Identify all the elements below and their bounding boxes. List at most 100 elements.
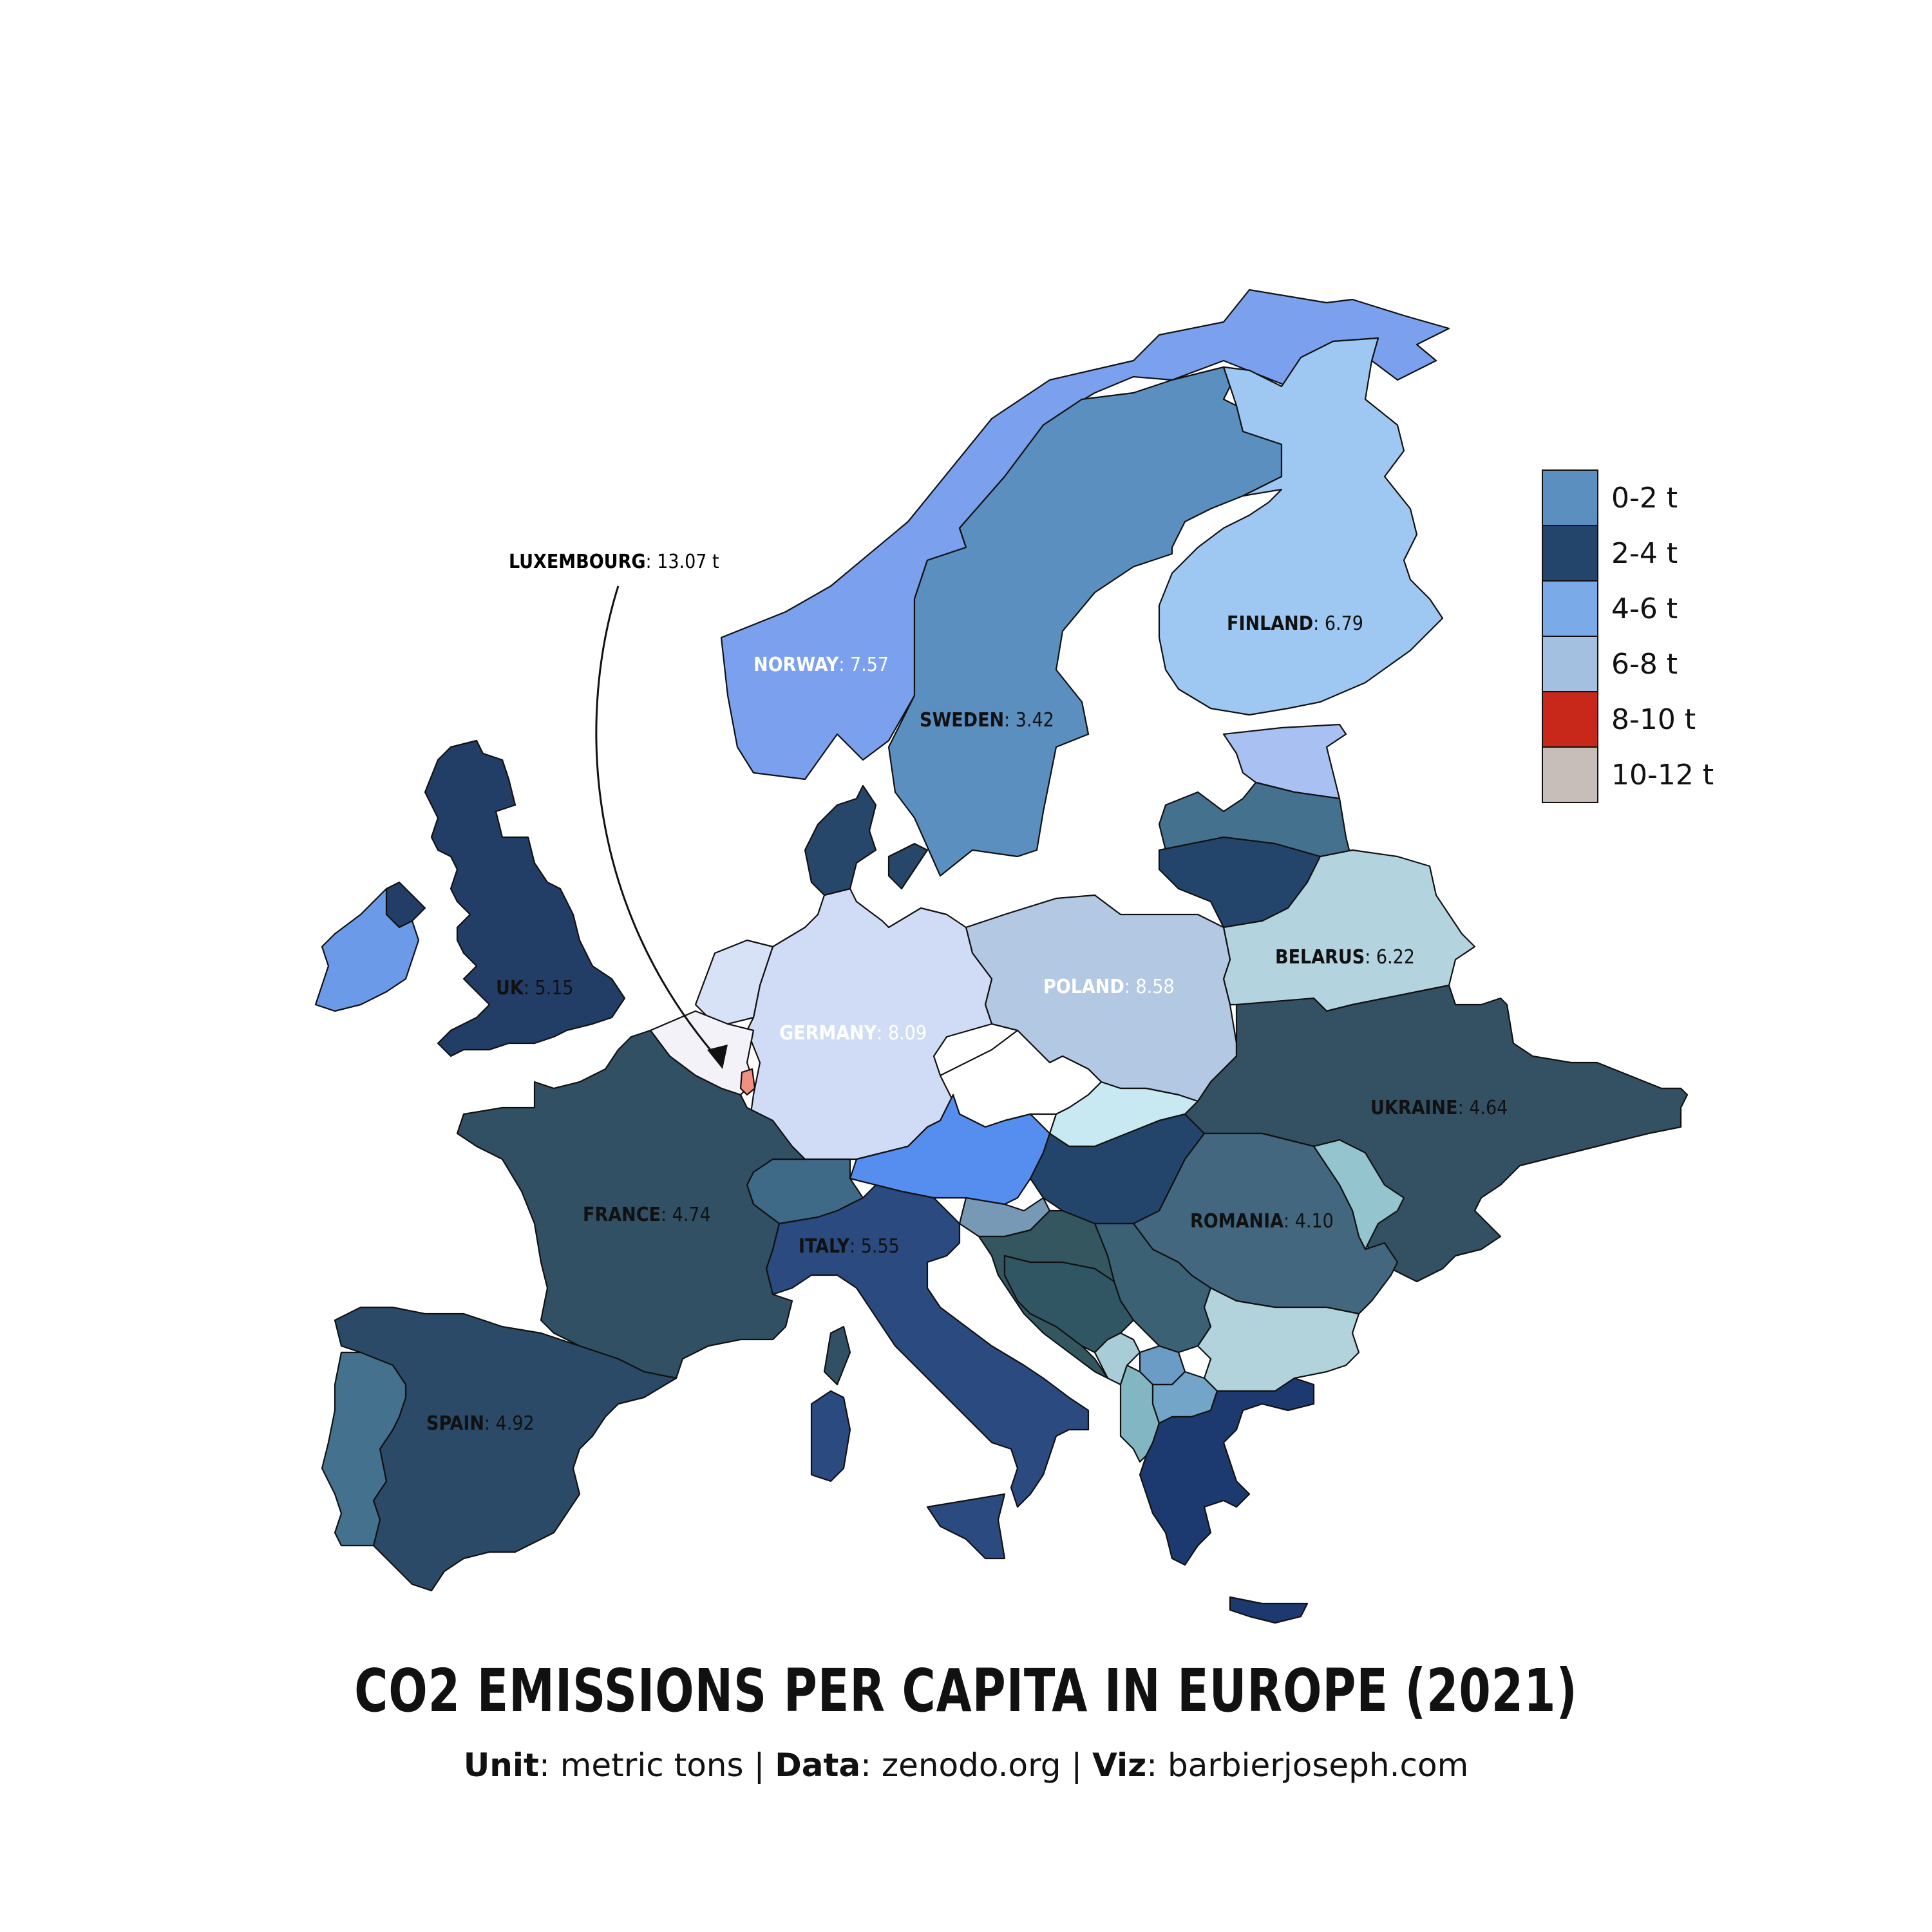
subtitle-viz-value: barbierjoseph.com <box>1167 1747 1469 1784</box>
luxembourg-callout-value: 13.07 t <box>657 551 719 573</box>
country-bulgaria[interactable] <box>1197 1287 1360 1392</box>
label-sweden-name: SWEDEN <box>920 709 1004 732</box>
label-uk-value: 5.15 <box>535 977 574 999</box>
label-poland-name: POLAND <box>1043 976 1124 998</box>
legend: 0-2 t 2-4 t 4-6 t 6-8 t 8-10 t 10-12 t <box>1542 469 1714 803</box>
label-romania: ROMANIA: 4.10 <box>1190 1210 1334 1233</box>
label-norway-name: NORWAY <box>753 654 839 676</box>
subtitle-viz-label: Viz <box>1092 1747 1147 1784</box>
label-ukraine: UKRAINE: 4.64 <box>1370 1097 1508 1119</box>
legend-swatch-0 <box>1542 469 1598 526</box>
label-germany-sep: : <box>876 1022 888 1045</box>
subtitle-separator-1: | <box>753 1747 765 1784</box>
subtitle-colon-3: : <box>1146 1747 1168 1784</box>
luxembourg-callout-label: LUXEMBOURG: 13.07 t <box>509 551 719 573</box>
luxembourg-callout-name: LUXEMBOURG <box>509 551 646 573</box>
subtitle-data-value: zenodo.org <box>881 1747 1061 1784</box>
subtitle-data-label: Data <box>775 1747 861 1784</box>
label-sweden: SWEDEN: 3.42 <box>920 709 1054 732</box>
country-luxembourg[interactable] <box>739 1068 756 1096</box>
country-italy-sicily[interactable] <box>926 1493 1006 1560</box>
label-belarus-name: BELARUS <box>1275 946 1365 969</box>
subtitle-colon-1: : <box>538 1747 560 1784</box>
label-uk: UK: 5.15 <box>496 977 574 999</box>
label-romania-value: 4.10 <box>1295 1210 1334 1233</box>
country-ireland[interactable] <box>314 887 420 1012</box>
label-germany: GERMANY: 8.09 <box>779 1022 927 1045</box>
label-uk-name: UK <box>496 977 524 999</box>
label-poland-value: 8.58 <box>1135 976 1174 998</box>
label-finland-sep: : <box>1313 612 1325 635</box>
legend-label-4: 8-10 t <box>1611 703 1696 736</box>
legend-swatch-3 <box>1542 636 1598 692</box>
legend-label-1: 2-4 t <box>1611 537 1678 570</box>
country-france-corsica[interactable] <box>823 1325 851 1386</box>
label-finland-name: FINLAND <box>1227 612 1313 635</box>
label-spain-value: 4.92 <box>496 1412 535 1435</box>
legend-swatch-5 <box>1542 746 1598 803</box>
country-estonia[interactable] <box>1222 723 1347 800</box>
label-poland-sep: : <box>1124 976 1136 998</box>
label-spain-name: SPAIN <box>426 1412 484 1435</box>
legend-swatch-1 <box>1542 525 1598 582</box>
label-belarus-value: 6.22 <box>1376 946 1415 969</box>
label-romania-sep: : <box>1283 1210 1295 1233</box>
subtitle-unit-value: metric tons <box>560 1747 744 1784</box>
label-sweden-value: 3.42 <box>1016 709 1054 732</box>
legend-swatch-2 <box>1542 580 1598 637</box>
country-uk[interactable] <box>424 739 626 1057</box>
label-sweden-sep: : <box>1004 709 1016 732</box>
country-denmark-zealand[interactable] <box>887 842 929 890</box>
label-belarus: BELARUS: 6.22 <box>1275 946 1415 969</box>
country-portugal[interactable] <box>321 1351 407 1547</box>
label-belarus-sep: : <box>1365 946 1376 969</box>
subtitle-colon-2: : <box>860 1747 882 1784</box>
label-norway: NORWAY: 7.57 <box>753 654 889 676</box>
country-sweden[interactable] <box>887 366 1283 877</box>
luxembourg-callout-arrow <box>595 585 723 1063</box>
label-finland-value: 6.79 <box>1325 612 1363 635</box>
label-france-name: FRANCE <box>583 1204 661 1226</box>
label-romania-name: ROMANIA <box>1190 1210 1283 1233</box>
country-netherlands[interactable] <box>694 939 774 1025</box>
label-spain-sep: : <box>484 1412 496 1435</box>
label-spain: SPAIN: 4.92 <box>426 1412 535 1435</box>
country-labels: NORWAY: 7.57 SWEDEN: 3.42 FINLAND: 6.79 UK:… <box>426 612 1508 1435</box>
label-uk-sep: : <box>524 977 535 999</box>
label-ukraine-value: 4.64 <box>1469 1097 1508 1119</box>
label-italy-sep: : <box>849 1235 861 1258</box>
legend-label-3: 6-8 t <box>1611 648 1678 681</box>
chart-subtitle: Unit: metric tons | Data: zenodo.org | V… <box>0 1747 1932 1784</box>
label-italy: ITALY: 5.55 <box>799 1235 900 1258</box>
country-france[interactable] <box>456 1029 806 1379</box>
label-germany-value: 8.09 <box>888 1022 927 1045</box>
label-finland: FINLAND: 6.79 <box>1227 612 1363 635</box>
label-france-sep: : <box>661 1204 672 1226</box>
label-ukraine-sep: : <box>1458 1097 1470 1119</box>
label-poland: POLAND: 8.58 <box>1043 976 1175 998</box>
label-norway-sep: : <box>838 654 850 676</box>
country-denmark[interactable] <box>804 784 877 896</box>
legend-label-2: 4-6 t <box>1611 592 1678 625</box>
label-italy-name: ITALY <box>799 1235 850 1258</box>
label-ukraine-name: UKRAINE <box>1370 1097 1458 1119</box>
luxembourg-callout-sep: : <box>646 551 658 573</box>
legend-swatch-4 <box>1542 691 1598 748</box>
label-italy-value: 5.55 <box>861 1235 900 1258</box>
label-germany-name: GERMANY <box>779 1022 877 1045</box>
country-greece[interactable] <box>1139 1377 1315 1566</box>
country-italy[interactable] <box>765 1184 1090 1508</box>
chart-title: CO2 EMISSIONS PER CAPITA IN EUROPE (2021… <box>354 1656 1578 1725</box>
legend-label-5: 10-12 t <box>1611 759 1714 791</box>
subtitle-unit-label: Unit <box>463 1747 539 1784</box>
label-france-value: 4.74 <box>672 1204 711 1226</box>
country-italy-sardinia[interactable] <box>810 1390 851 1482</box>
subtitle-separator-2: | <box>1071 1747 1083 1784</box>
luxembourg-callout-arrowhead <box>707 1045 728 1069</box>
country-greece-crete[interactable] <box>1229 1596 1309 1624</box>
label-norway-value: 7.57 <box>850 654 889 676</box>
legend-label-0: 0-2 t <box>1611 482 1678 515</box>
country-finland[interactable] <box>1158 337 1444 716</box>
label-france: FRANCE: 4.74 <box>583 1204 711 1226</box>
